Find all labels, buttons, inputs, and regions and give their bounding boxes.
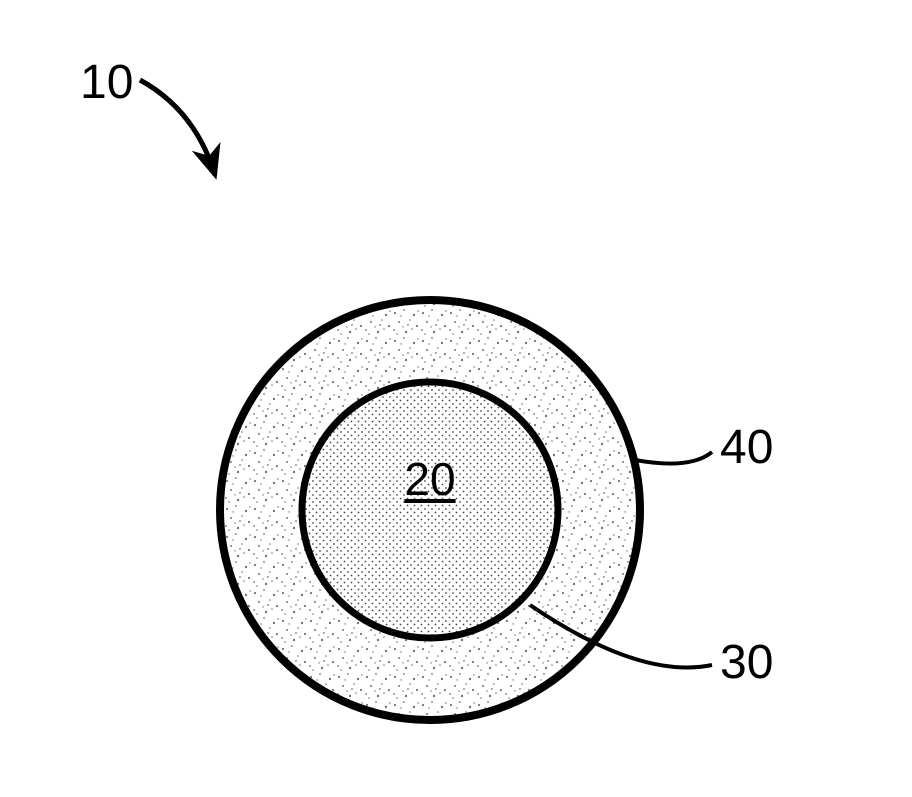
assembly-arrow [140, 80, 215, 175]
outer-ring-shape [220, 300, 640, 720]
leader-30 [530, 605, 712, 668]
inner-core-shape [302, 382, 558, 638]
label-20: 20 [400, 452, 460, 506]
label-10: 10 [80, 55, 133, 110]
overlay-svg [0, 0, 912, 797]
label-30: 30 [720, 635, 773, 690]
label-40: 40 [720, 420, 773, 475]
leader-40 [635, 452, 712, 464]
diagram-stage: 10 40 30 20 [0, 0, 912, 797]
